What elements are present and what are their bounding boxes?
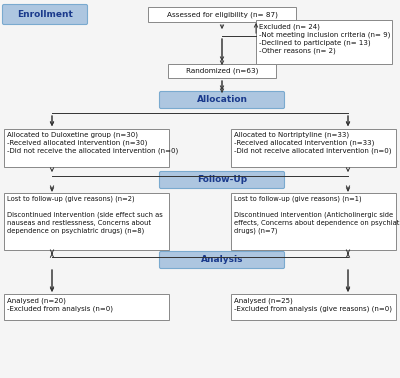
Text: Assessed for eligibility (n= 87): Assessed for eligibility (n= 87)	[166, 11, 278, 18]
Text: Lost to follow-up (give reasons) (n=1)

Discontinued intervention (Anticholinerg: Lost to follow-up (give reasons) (n=1) D…	[234, 196, 400, 234]
Bar	[256, 20, 392, 64]
Bar	[4, 294, 169, 320]
Bar	[231, 294, 396, 320]
Bar	[4, 193, 169, 250]
FancyBboxPatch shape	[160, 172, 284, 189]
FancyBboxPatch shape	[160, 251, 284, 268]
Text: Allocated to Nortriptyline (n=33)
-Received allocated intervention (n=33)
-Did n: Allocated to Nortriptyline (n=33) -Recei…	[234, 132, 392, 155]
Text: Allocated to Duloxetine group (n=30)
-Received allocated intervention (n=30)
-Di: Allocated to Duloxetine group (n=30) -Re…	[7, 132, 178, 155]
Bar	[148, 7, 296, 22]
Text: Randomized (n=63): Randomized (n=63)	[186, 68, 258, 74]
Text: Lost to follow-up (give reasons) (n=2)

Discontinued intervention (side effect s: Lost to follow-up (give reasons) (n=2) D…	[7, 196, 163, 234]
Text: Allocation: Allocation	[196, 96, 248, 104]
Bar	[231, 193, 396, 250]
Bar	[4, 129, 169, 167]
Text: Analysed (n=25)
-Excluded from analysis (give reasons) (n=0): Analysed (n=25) -Excluded from analysis …	[234, 297, 392, 311]
Bar	[231, 129, 396, 167]
FancyBboxPatch shape	[2, 5, 88, 25]
Text: Enrollment: Enrollment	[17, 10, 73, 19]
Bar	[168, 64, 276, 78]
Text: Follow-Up: Follow-Up	[197, 175, 247, 184]
FancyBboxPatch shape	[160, 91, 284, 108]
Text: Analysed (n=20)
-Excluded from analysis (n=0): Analysed (n=20) -Excluded from analysis …	[7, 297, 113, 311]
Text: Analysis: Analysis	[201, 256, 243, 265]
Text: Excluded (n= 24)
-Not meeting inclusion criteria (n= 9)
-Declined to participate: Excluded (n= 24) -Not meeting inclusion …	[259, 23, 390, 54]
